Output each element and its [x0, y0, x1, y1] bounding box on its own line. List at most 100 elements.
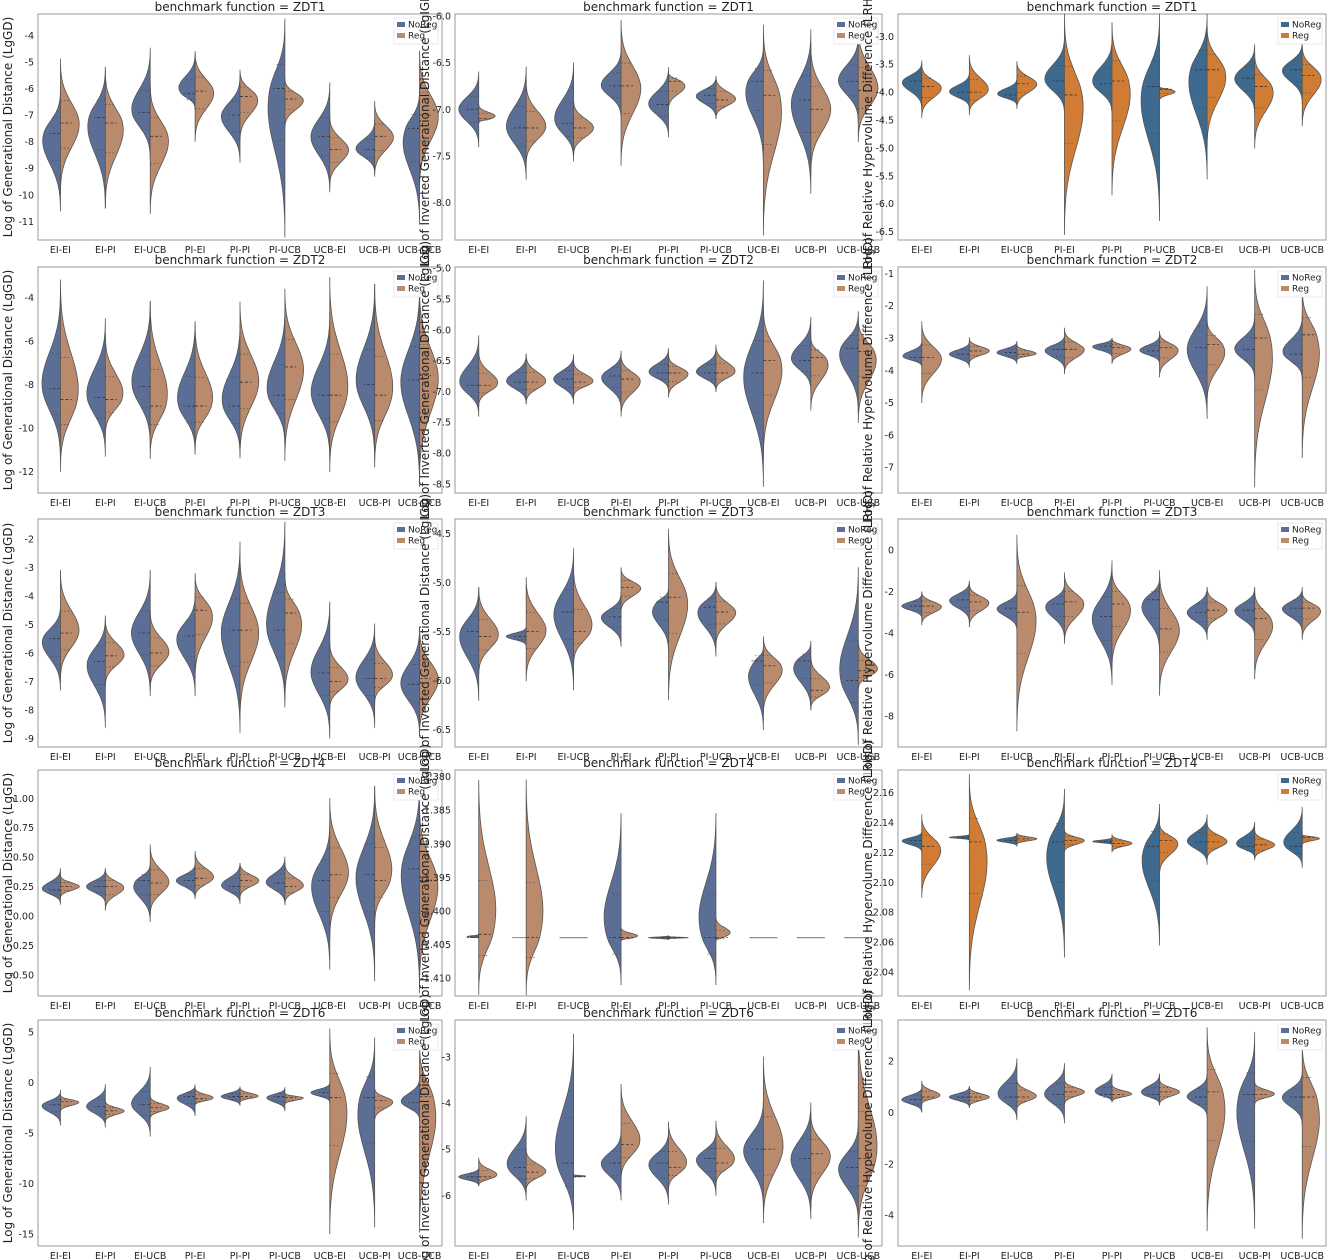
violin-noreg-ucb-ucb [838, 1120, 859, 1224]
violin-reg-ucb-ei [329, 113, 350, 188]
y-tick-label: 0.25 [13, 882, 34, 893]
violin-noreg-ucb-ucb [839, 566, 859, 746]
violin-reg-ei-ucb [573, 99, 594, 157]
violin-reg-ei-pi [104, 868, 125, 912]
violin-noreg-ucb-pi [1234, 44, 1256, 116]
panel-2: benchmark function = ZDT1 Log of Inverted… [418, 0, 883, 266]
axes-frame [37, 518, 443, 748]
legend-swatch-icon [1281, 778, 1289, 783]
legend-swatch-icon [397, 275, 405, 280]
x-tick-label: UCB-PI [1239, 1251, 1271, 1260]
legend-label: Reg [408, 32, 425, 42]
violin-reg-ei-pi [525, 577, 547, 682]
axes-frame [897, 1019, 1327, 1247]
x-tick-label: EI-PI [516, 245, 537, 256]
y-tick-label: -5.0 [432, 264, 451, 275]
x-tick-label: EI-EI [50, 245, 71, 256]
y-tick-label: -11 [18, 217, 34, 228]
y-tick-label: -4 [25, 31, 34, 42]
y-axis-label: Log of Inverted Generational Distance (L… [418, 0, 432, 266]
violin-noreg-ucb-ei [1188, 13, 1208, 181]
y-tick-label: -6 [25, 84, 34, 95]
y-tick-label: -6 [442, 1191, 451, 1202]
violin-reg-ucb-pi [1254, 828, 1276, 861]
y-tick-label: -3 [25, 563, 34, 574]
violin-noreg-ucb-ucb [400, 626, 421, 736]
violin-reg-ei-pi [968, 336, 990, 366]
violin-noreg-pi-ei [600, 47, 622, 120]
x-tick-label: PI-EI [185, 1001, 206, 1012]
violin-noreg-ucb-ei [748, 645, 764, 731]
panel-7: benchmark function = ZDT3 Log of Generati… [1, 505, 443, 763]
violin-noreg-ei-ei [901, 1085, 923, 1113]
panel-title: benchmark function = ZDT2 [1027, 253, 1198, 267]
violin-noreg-ei-ucb [131, 300, 151, 449]
panel-title: benchmark function = ZDT3 [155, 505, 326, 519]
y-tick-label: -7.0 [432, 387, 451, 398]
violin-reg-ucb-ucb [419, 803, 439, 988]
x-tick-label: EI-PI [959, 1251, 980, 1260]
y-axis-label: Log of Generational Distance (LgGD) [1, 270, 15, 491]
legend-label: NoReg [1292, 1027, 1321, 1037]
x-tick-label: EI-UCB [557, 1001, 589, 1012]
x-tick-label: UCB-EI [1191, 498, 1223, 509]
y-tick-label: -5.5 [432, 627, 451, 638]
violin-noreg-pi-pi [647, 935, 669, 940]
panel-title: benchmark function = ZDT1 [155, 0, 326, 14]
violin-noreg-pi-ucb [698, 813, 717, 986]
violin-reg-pi-ucb [284, 862, 304, 906]
violin-noreg-pi-ei [175, 862, 196, 899]
axes-frame [37, 13, 443, 241]
x-tick-label: UCB-UCB [398, 498, 442, 509]
violin-noreg-ei-ucb [133, 862, 151, 923]
y-axis-label: Log of Generational Distance (LgGD) [1, 523, 15, 744]
x-tick-label: PI-EI [611, 752, 632, 763]
violin-reg-ei-pi [525, 778, 544, 996]
y-tick-label: -15 [18, 1229, 34, 1240]
violin-reg-pi-ucb [715, 75, 737, 120]
y-tick-label: -5 [25, 57, 34, 68]
violin-noreg-pi-ei [176, 592, 196, 697]
violin-noreg-ucb-pi [790, 1102, 812, 1220]
y-tick-label: 0 [888, 1108, 894, 1119]
x-tick-label: PI-PI [230, 1001, 251, 1012]
y-tick-label: -8 [25, 705, 34, 716]
violin-reg-ei-ucb [1016, 534, 1037, 732]
y-tick-label: -5 [25, 1129, 34, 1140]
violin-reg-ei-ucb [149, 300, 168, 460]
panel-title: benchmark function = ZDT2 [583, 253, 754, 267]
x-tick-label: EI-EI [911, 1001, 932, 1012]
violin-noreg-ucb-pi [1236, 1031, 1256, 1229]
violin-noreg-ucb-pi [1234, 587, 1256, 639]
y-tick-label: -1.410 [420, 973, 451, 984]
violin-reg-pi-pi [239, 862, 260, 899]
violin-noreg-pi-ei [178, 52, 196, 112]
violin-reg-ucb-ei [1206, 820, 1228, 861]
legend-swatch-icon [1281, 527, 1289, 532]
violin-reg-ucb-ei [762, 24, 782, 236]
violin-reg-ei-ucb [149, 1094, 170, 1120]
violin-noreg-ucb-pi [793, 640, 812, 711]
axes-frame [454, 1019, 883, 1247]
violin-reg-pi-pi [239, 69, 259, 142]
x-tick-label: PI-UCB [1144, 245, 1176, 256]
violin-reg-ei-ucb [149, 843, 170, 917]
violin-reg-ucb-pi [810, 655, 830, 711]
violin-noreg-pi-pi [648, 1130, 669, 1205]
violin-reg-ei-ucb [1016, 61, 1038, 110]
axes-frame [454, 769, 883, 997]
x-tick-label: UCB-PI [795, 752, 827, 763]
x-tick-label: EI-PI [516, 1251, 537, 1260]
x-tick-label: EI-EI [50, 1251, 71, 1260]
x-tick-label: UCB-PI [1239, 1001, 1271, 1012]
violin-noreg-ei-ucb [996, 589, 1018, 632]
y-tick-label: 2.06 [873, 938, 894, 949]
legend-swatch-icon [397, 1039, 405, 1044]
violin-reg-ucb-ei [329, 798, 349, 940]
violin-noreg-ucb-ei [310, 311, 331, 461]
violin-reg-ei-ei [59, 873, 80, 899]
y-tick-label: -6.0 [432, 325, 451, 336]
y-axis-label: Log of Relative Hypervolume Difference (… [861, 490, 875, 776]
